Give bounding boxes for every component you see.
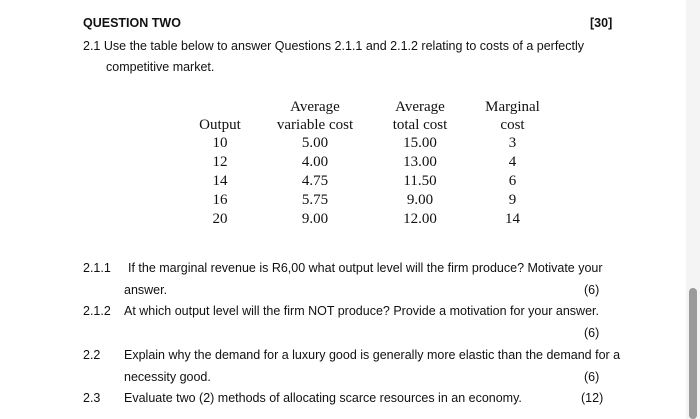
table-cell: 12.00 — [403, 211, 437, 227]
question-number: 2.2 — [83, 348, 101, 362]
question-marks: (6) — [584, 283, 600, 297]
cost-table: Output 10 12 14 16 20 Average variable c… — [0, 98, 700, 238]
intro-line-1: 2.1 Use the table below to answer Questi… — [83, 39, 584, 53]
intro-text-1: Use the table below to answer Questions … — [103, 39, 585, 53]
avc-header-line-1: Average — [290, 99, 340, 115]
atc-header-line-2: total cost — [392, 117, 448, 133]
question-text-continued: answer. — [124, 283, 168, 297]
table-cell: 16 — [212, 192, 228, 208]
table-cell: 11.50 — [403, 173, 437, 189]
table-cell: 15.00 — [403, 135, 437, 151]
table-cell: 20 — [212, 211, 228, 227]
question-text: Explain why the demand for a luxury good… — [124, 348, 621, 362]
avc-column: Average variable cost 5.00 4.00 4.75 5.7… — [265, 98, 365, 229]
table-cell: 3 — [508, 135, 517, 151]
table-cell: 9.00 — [301, 211, 329, 227]
intro-text-2: competitive market. — [106, 60, 215, 74]
question-text: Evaluate two (2) methods of allocating s… — [124, 391, 522, 405]
table-cell: 4.75 — [301, 173, 329, 189]
question-text: At which output level will the firm NOT … — [124, 304, 599, 318]
table-cell: 9.00 — [406, 192, 434, 208]
question-text-continued: necessity good. — [124, 370, 211, 384]
table-cell: 14 — [505, 211, 520, 227]
atc-column: Average total cost 15.00 13.00 11.50 9.0… — [380, 98, 460, 229]
scrollbar-thumb[interactable] — [689, 288, 697, 419]
table-cell: 12 — [212, 154, 228, 170]
table-cell: 13.00 — [403, 154, 437, 170]
table-cell: 4 — [508, 154, 517, 170]
table-cell: 14 — [212, 173, 228, 189]
question-marks: (6) — [584, 370, 600, 384]
question-marks: (12) — [581, 391, 604, 405]
avc-header-line-2: variable cost — [276, 117, 354, 133]
question-title: QUESTION TWO — [83, 16, 181, 30]
output-column: Output 10 12 14 16 20 — [190, 98, 250, 229]
table-cell: 9 — [508, 192, 517, 208]
table-cell: 5.75 — [301, 192, 329, 208]
table-cell: 5.00 — [301, 135, 329, 151]
table-cell: 4.00 — [301, 154, 329, 170]
intro-number: 2.1 — [83, 39, 101, 53]
question-total-marks: [30] — [590, 16, 613, 30]
question-number: 2.1.1 — [83, 261, 111, 275]
question-number: 2.1.2 — [83, 304, 111, 318]
question-text: If the marginal revenue is R6,00 what ou… — [128, 261, 603, 275]
question-marks: (6) — [584, 326, 600, 340]
question-number: 2.3 — [83, 391, 101, 405]
mc-column: Marginal cost 3 4 6 9 14 — [475, 98, 550, 229]
table-cell: 10 — [212, 135, 228, 151]
atc-header-line-1: Average — [395, 99, 445, 115]
scrollbar[interactable] — [686, 0, 700, 419]
output-header: Output — [199, 117, 241, 133]
mc-header-line-1: Marginal — [485, 99, 540, 115]
mc-header-line-2: cost — [500, 117, 525, 133]
table-cell: 6 — [508, 173, 517, 189]
